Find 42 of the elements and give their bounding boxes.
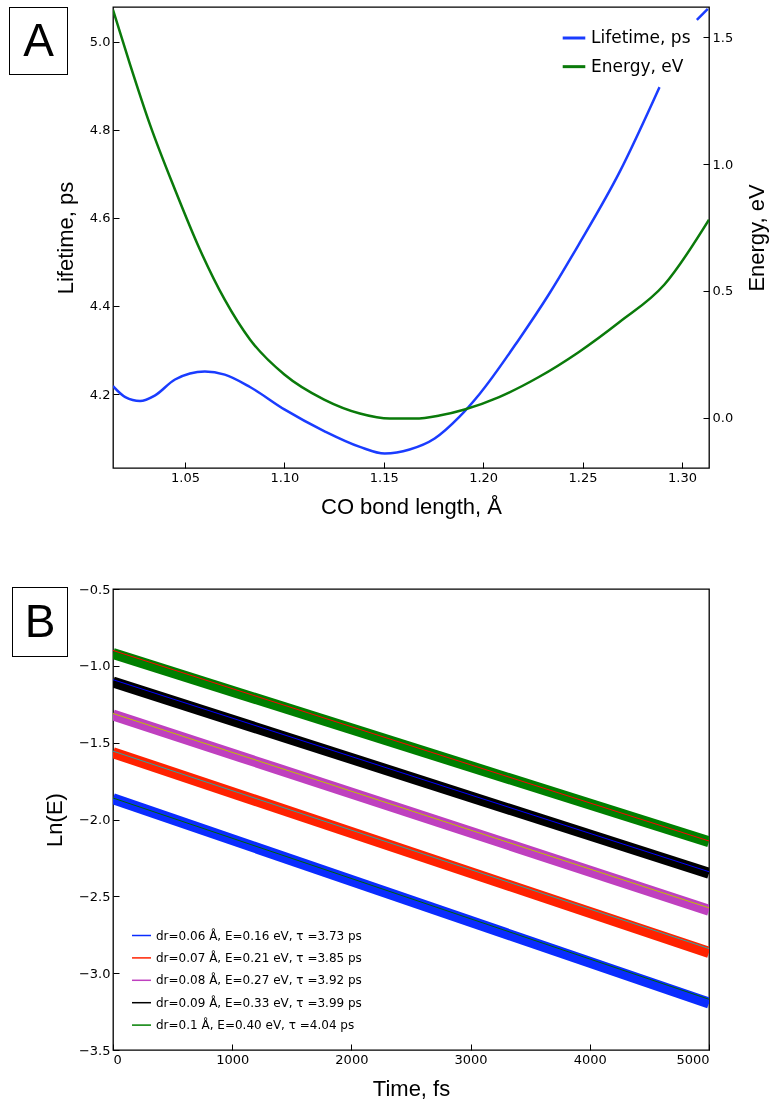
y2-axis-title: Energy, eV — [744, 184, 770, 292]
legend-label: dr=0.06 Å, E=0.16 eV, τ =3.73 ps — [156, 927, 362, 943]
chart-title: B — [12, 587, 68, 657]
y-tick-label: −1.0 — [78, 658, 111, 674]
y2-tick-label: 1.0 — [712, 156, 734, 172]
x-tick-label: 1.10 — [270, 469, 300, 485]
y-tick-label: −3.0 — [78, 965, 111, 981]
y-tick-label: −2.5 — [78, 888, 111, 904]
y-tick-label: 4.6 — [89, 210, 111, 226]
y-tick-label: −0.5 — [78, 581, 111, 597]
y-tick-label: 5.0 — [89, 34, 111, 50]
y-tick-label: 4.8 — [89, 122, 111, 138]
y-tick-label: 4.2 — [89, 386, 111, 402]
y-axis-title: Lifetime, ps — [52, 181, 78, 295]
legend-label: dr=0.1 Å, E=0.40 eV, τ =4.04 ps — [156, 1017, 355, 1033]
y-tick-label: −3.5 — [78, 1042, 111, 1058]
x-tick-label: 1.25 — [568, 469, 598, 485]
x-axis-title: Time, fs — [372, 1075, 451, 1101]
x-tick-label: 1.15 — [369, 469, 399, 485]
chart-title: A — [9, 7, 68, 75]
y-tick-label: 4.4 — [89, 298, 111, 314]
y-axis-title: Ln(E) — [41, 793, 67, 847]
x-tick-label: 5000 — [676, 1051, 710, 1067]
x-tick-label: 2000 — [335, 1051, 369, 1067]
x-tick-label: 1.30 — [667, 469, 697, 485]
y2-tick-label: 0.0 — [712, 410, 734, 426]
x-axis-title: CO bond length, Å — [320, 493, 503, 519]
legend-label: Energy, eV — [591, 55, 684, 76]
legend-label: dr=0.09 Å, E=0.33 eV, τ =3.99 ps — [156, 994, 362, 1010]
y-tick-label: −2.0 — [78, 812, 111, 827]
x-tick-label: 1.05 — [170, 469, 200, 485]
x-tick-label: 1.20 — [469, 469, 499, 485]
y-tick-label: −1.5 — [78, 735, 111, 751]
legend-label: dr=0.08 Å, E=0.27 eV, τ =3.92 ps — [156, 972, 362, 988]
x-tick-label: 4000 — [573, 1051, 607, 1067]
y2-tick-label: 0.5 — [712, 283, 734, 299]
legend-label: Lifetime, ps — [591, 27, 691, 47]
x-tick-label: 1000 — [216, 1051, 250, 1067]
x-tick-label: 0 — [113, 1051, 122, 1067]
y2-tick-label: 1.5 — [712, 29, 734, 45]
x-tick-label: 3000 — [454, 1051, 488, 1067]
legend-label: dr=0.07 Å, E=0.21 eV, τ =3.85 ps — [156, 949, 362, 965]
